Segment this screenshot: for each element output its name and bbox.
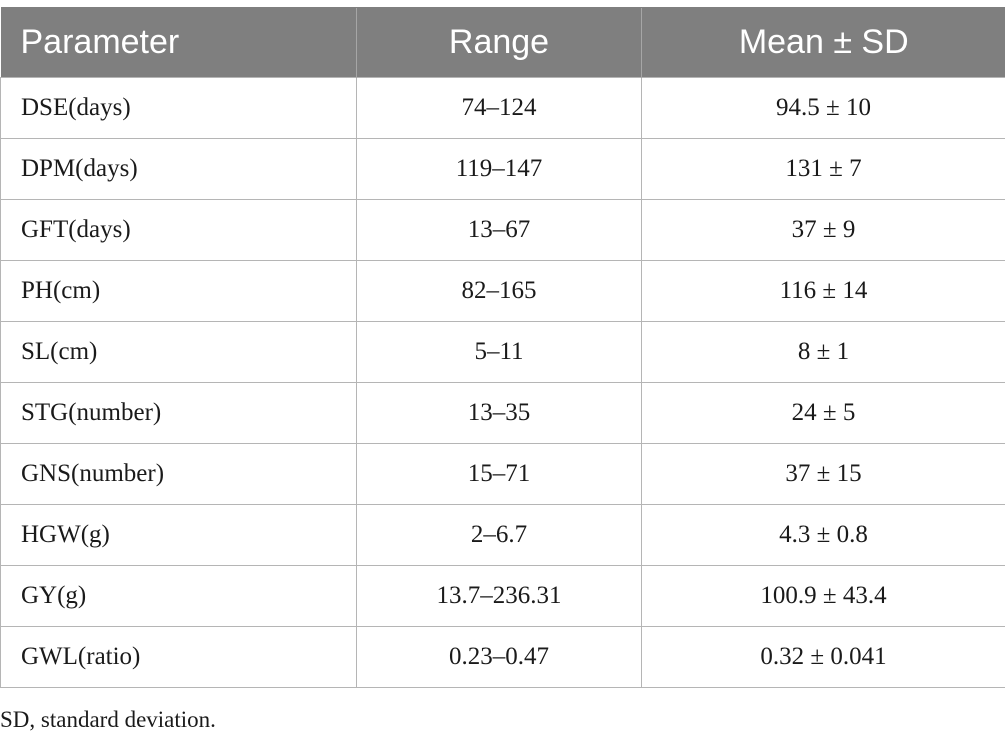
cell-parameter: SL(cm) (0, 321, 357, 383)
cell-range: 13–35 (356, 382, 642, 444)
cell-mean-sd: 4.3 ± 0.8 (641, 504, 1005, 566)
header-mean-sd: Mean ± SD (641, 7, 1005, 78)
table-row: GNS(number) 15–71 37 ± 15 (0, 443, 1005, 505)
cell-parameter: GY(g) (0, 565, 357, 627)
cell-parameter: DSE(days) (0, 77, 357, 139)
cell-mean-sd: 37 ± 15 (641, 443, 1005, 505)
cell-mean-sd: 94.5 ± 10 (641, 77, 1005, 139)
table-header-row: Parameter Range Mean ± SD (0, 7, 1005, 78)
cell-range: 82–165 (356, 260, 642, 322)
header-range: Range (356, 7, 642, 78)
cell-parameter: STG(number) (0, 382, 357, 444)
table-row: HGW(g) 2–6.7 4.3 ± 0.8 (0, 504, 1005, 566)
header-parameter: Parameter (0, 7, 357, 78)
table-row: GFT(days) 13–67 37 ± 9 (0, 199, 1005, 261)
table-row: STG(number) 13–35 24 ± 5 (0, 382, 1005, 444)
cell-range: 13.7–236.31 (356, 565, 642, 627)
cell-mean-sd: 24 ± 5 (641, 382, 1005, 444)
table-row: DPM(days) 119–147 131 ± 7 (0, 138, 1005, 200)
table-row: PH(cm) 82–165 116 ± 14 (0, 260, 1005, 322)
cell-mean-sd: 8 ± 1 (641, 321, 1005, 383)
cell-parameter: PH(cm) (0, 260, 357, 322)
table-row: SL(cm) 5–11 8 ± 1 (0, 321, 1005, 383)
cell-range: 5–11 (356, 321, 642, 383)
cell-parameter: DPM(days) (0, 138, 357, 200)
cell-range: 119–147 (356, 138, 642, 200)
cell-range: 0.23–0.47 (356, 626, 642, 688)
table-row: DSE(days) 74–124 94.5 ± 10 (0, 77, 1005, 139)
cell-mean-sd: 0.32 ± 0.041 (641, 626, 1005, 688)
cell-range: 15–71 (356, 443, 642, 505)
cell-parameter: GFT(days) (0, 199, 357, 261)
table-footnote: SD, standard deviation. (0, 707, 216, 732)
cell-parameter: GNS(number) (0, 443, 357, 505)
parameter-table: Parameter Range Mean ± SD DSE(days) 74–1… (0, 7, 1005, 688)
cell-range: 13–67 (356, 199, 642, 261)
cell-parameter: HGW(g) (0, 504, 357, 566)
data-table-container: Parameter Range Mean ± SD DSE(days) 74–1… (0, 7, 1005, 688)
table-row: GY(g) 13.7–236.31 100.9 ± 43.4 (0, 565, 1005, 627)
cell-range: 2–6.7 (356, 504, 642, 566)
cell-mean-sd: 100.9 ± 43.4 (641, 565, 1005, 627)
cell-mean-sd: 116 ± 14 (641, 260, 1005, 322)
table-row: GWL(ratio) 0.23–0.47 0.32 ± 0.041 (0, 626, 1005, 688)
cell-parameter: GWL(ratio) (0, 626, 357, 688)
cell-mean-sd: 131 ± 7 (641, 138, 1005, 200)
cell-mean-sd: 37 ± 9 (641, 199, 1005, 261)
cell-range: 74–124 (356, 77, 642, 139)
